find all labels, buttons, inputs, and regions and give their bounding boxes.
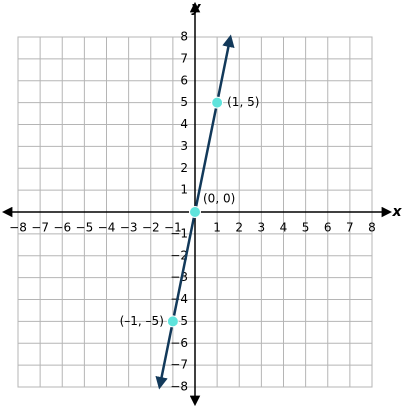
- x-tick-label: 1: [213, 221, 221, 235]
- y-tick-label: 7: [180, 51, 188, 65]
- x-tick-label: 2: [235, 221, 243, 235]
- x-tick-label: 7: [346, 221, 354, 235]
- x-axis-title: x: [391, 204, 402, 220]
- x-tick-label: 6: [324, 221, 332, 235]
- x-tick-label: −3: [120, 221, 138, 235]
- x-tick-label: −4: [98, 221, 116, 235]
- y-tick-label: −6: [170, 336, 188, 350]
- y-tick-label: 5: [180, 95, 188, 109]
- point-label: (0, 0): [203, 192, 235, 206]
- x-tick-label: −5: [76, 221, 94, 235]
- y-tick-label: 2: [180, 161, 188, 175]
- y-tick-label: −7: [170, 358, 188, 372]
- x-tick-label: 3: [258, 221, 266, 235]
- x-tick-label: 4: [280, 221, 288, 235]
- point: [166, 315, 179, 328]
- x-tick-label: −2: [142, 221, 160, 235]
- y-tick-label: 8: [180, 30, 188, 44]
- y-tick-label: −3: [170, 270, 188, 284]
- point: [189, 206, 201, 218]
- y-tick-label: 3: [180, 139, 188, 153]
- x-tick-label: −8: [9, 221, 27, 235]
- x-tick-label: −7: [31, 221, 49, 235]
- y-tick-label: 6: [180, 73, 188, 87]
- x-tick-label: 8: [368, 221, 376, 235]
- x-tick-label: 5: [302, 221, 310, 235]
- y-tick-label: 1: [180, 183, 188, 197]
- y-tick-label: −1: [170, 226, 188, 240]
- y-tick-label: −8: [170, 380, 188, 394]
- y-axis-title: y: [191, 0, 201, 16]
- point-label: (1, 5): [227, 95, 259, 109]
- point: [211, 96, 224, 109]
- y-tick-label: 4: [180, 117, 188, 131]
- point-label: (–1, –5): [120, 314, 164, 328]
- x-tick-label: −6: [53, 221, 71, 235]
